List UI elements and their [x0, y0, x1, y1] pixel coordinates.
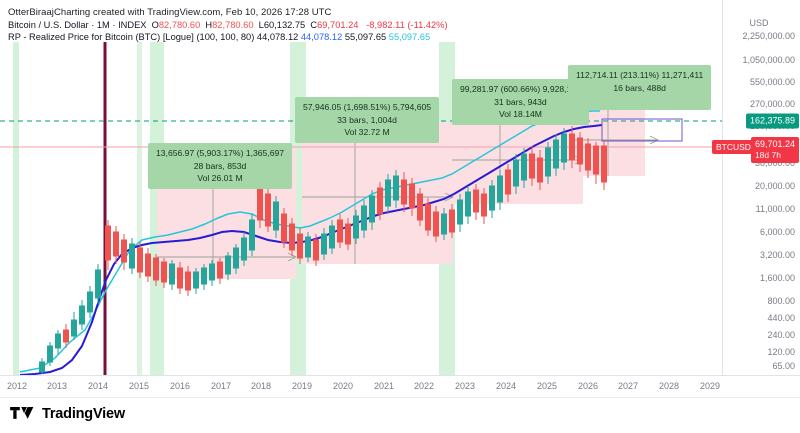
price-tick-5: 38,000.00 — [754, 158, 795, 168]
price-tick-8: 6,000.00 — [759, 227, 795, 237]
ohlc-change-pct: (-11.42%) — [407, 20, 448, 30]
price-tick-9: 3,200.00 — [759, 250, 795, 260]
time-tick-2021: 2021 — [373, 381, 395, 391]
tradingview-logo[interactable]: TradingView — [10, 406, 125, 422]
price-tick-3: 270,000.00 — [749, 99, 795, 109]
annotation-cycle-3-line2: 31 bars, 943d — [494, 96, 547, 107]
annotation-cycle-4-line1: 112,714.11 (213.11%) 11,271,411 — [576, 70, 704, 80]
symbol-exchange: INDEX — [118, 20, 147, 30]
indicator-value-1: 44,078.12 — [256, 32, 299, 42]
time-tick-2012: 2012 — [6, 381, 28, 391]
time-tick-2015: 2015 — [128, 381, 150, 391]
current-price-value: 69,701.24 — [754, 139, 795, 149]
indicator-value-2: 44,078.12 — [300, 32, 343, 42]
time-tick-2023: 2023 — [454, 381, 476, 391]
indicator-value-3: 55,097.65 — [344, 32, 387, 42]
time-tick-2028: 2028 — [658, 381, 680, 391]
tradingview-wordmark: TradingView — [42, 406, 125, 422]
time-tick-2024: 2024 — [495, 381, 517, 391]
indicator-title[interactable]: RP - Realized Price for Bitcoin (BTC) [L… — [8, 32, 194, 42]
annotation-cycle-3[interactable]: 99,281.97 (600.66%) 9,928,197 31 bars, 9… — [452, 79, 589, 125]
indicator-legend-row[interactable]: RP - Realized Price for Bitcoin (BTC) [L… — [8, 31, 448, 43]
time-tick-2018: 2018 — [250, 381, 272, 391]
time-tick-2017: 2017 — [210, 381, 232, 391]
ohlc-close-label: C — [310, 20, 318, 30]
countdown-timer: 18d 7h — [754, 150, 781, 160]
time-tick-2016: 2016 — [169, 381, 191, 391]
annotation-cycle-2[interactable]: 57,946.05 (1,698.51%) 5,794,605 33 bars,… — [295, 97, 440, 143]
time-tick-2026: 2026 — [577, 381, 599, 391]
ohlc-high-label: H — [205, 20, 213, 30]
annotation-cycle-2-line3: Vol 32.72 M — [344, 127, 390, 137]
chart-plot-area[interactable]: 13,656.97 (5,903.17%) 1,365,697 28 bars,… — [0, 42, 722, 375]
ohlc-open-label: O — [151, 20, 159, 30]
price-tick-7: 11,000.00 — [755, 204, 795, 214]
annotation-cycle-4[interactable]: 112,714.11 (213.11%) 11,271,411 16 bars,… — [568, 65, 712, 110]
annotation-cycle-4-line2: 16 bars, 488d — [613, 82, 666, 93]
annotation-cycle-1-line1: 13,656.97 (5,903.17%) 1,365,697 — [156, 148, 285, 158]
time-tick-2014: 2014 — [87, 381, 109, 391]
price-tick-10: 1,600.00 — [759, 273, 795, 283]
time-tick-2027: 2027 — [617, 381, 639, 391]
symbol-interval[interactable]: 1M — [96, 20, 110, 30]
price-tick-13: 240.00 — [767, 330, 795, 340]
annotation-cycle-2-line1: 57,946.05 (1,698.51%) 5,794,605 — [303, 102, 432, 112]
time-tick-2020: 2020 — [332, 381, 354, 391]
price-tick-1: 1,050,000.00 — [742, 55, 795, 65]
price-axis-unit: USD — [749, 18, 769, 28]
time-tick-2029: 2029 — [699, 381, 721, 391]
chart-watermark: OtterBiraajCharting created with Trading… — [8, 7, 332, 18]
annotation-cycle-3-line3: Vol 18.14M — [498, 109, 542, 119]
annotation-cycle-1[interactable]: 13,656.97 (5,903.17%) 1,365,697 28 bars,… — [148, 143, 293, 189]
ohlc-close-value: 69,701.24 — [317, 20, 359, 30]
ohlc-low-value: 60,132.75 — [263, 20, 306, 30]
ohlc-high-value: 82,780.60 — [212, 20, 254, 30]
chart-legend: Bitcoin / U.S. Dollar · 1M · INDEX O82,7… — [8, 19, 448, 43]
price-tick-15: 65.00 — [772, 361, 795, 371]
indicator-value-4: 55,097.65 — [388, 32, 431, 42]
candlestick-series — [39, 126, 607, 374]
ohlc-low-label: L — [258, 20, 264, 30]
ticker-price-tag[interactable]: BTCUSD — [712, 140, 755, 154]
indicator-params[interactable]: (100, 100, 80) — [196, 32, 255, 42]
price-axis[interactable]: USD 2,250,000.00 1,050,000.00 550,000.00… — [722, 0, 800, 375]
price-tick-14: 120.00 — [767, 347, 795, 357]
tradingview-mark-icon — [10, 406, 34, 419]
annotation-cycle-1-line3: Vol 26.01 M — [197, 173, 243, 183]
symbol-name[interactable]: Bitcoin / U.S. Dollar — [8, 20, 89, 30]
price-tick-12: 440.00 — [767, 313, 795, 323]
chart-footer: TradingView — [0, 397, 800, 433]
time-tick-2025: 2025 — [536, 381, 558, 391]
annotation-cycle-3-line1: 99,281.97 (600.66%) 9,928,197 — [460, 84, 581, 94]
current-price-badge[interactable]: 69,701.24 18d 7h — [750, 137, 799, 163]
ma-line-teal — [19, 110, 600, 373]
time-tick-2013: 2013 — [46, 381, 68, 391]
time-tick-2022: 2022 — [413, 381, 435, 391]
symbol-legend-row[interactable]: Bitcoin / U.S. Dollar · 1M · INDEX O82,7… — [8, 20, 448, 30]
price-tick-11: 800.00 — [767, 296, 795, 306]
time-axis[interactable]: 2012 2013 2014 2015 2016 2017 2018 2019 … — [0, 375, 800, 398]
forecast-box — [601, 118, 683, 142]
time-tick-2019: 2019 — [291, 381, 313, 391]
ohlc-change: -8,982.11 — [366, 20, 405, 30]
price-tick-0: 2,250,000.00 — [742, 31, 795, 41]
level-price-badge[interactable]: 162,375.89 — [745, 113, 799, 129]
annotation-cycle-2-line2: 33 bars, 1,004d — [337, 114, 397, 125]
price-tick-2: 550,000.00 — [749, 77, 795, 87]
price-tick-6: 20,000.00 — [754, 181, 795, 191]
ohlc-open-value: 82,780.60 — [158, 20, 201, 30]
annotation-cycle-1-line2: 28 bars, 853d — [193, 160, 247, 171]
